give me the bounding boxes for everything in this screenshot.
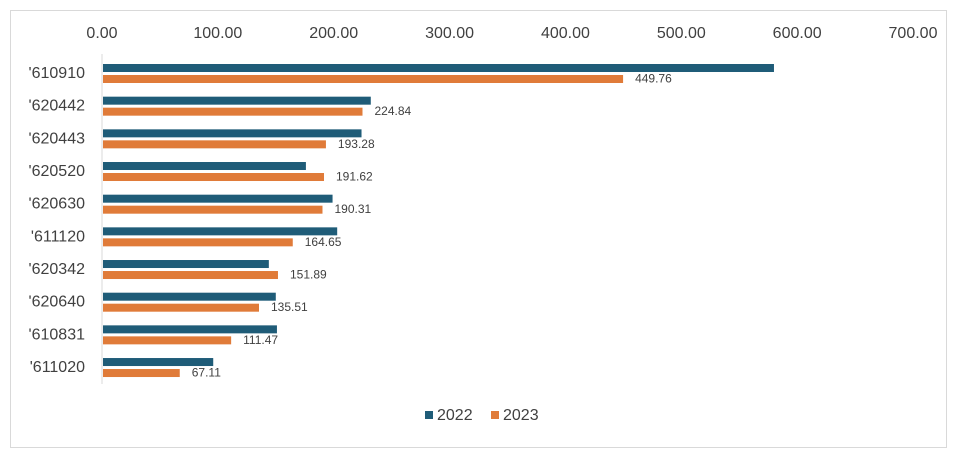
legend-swatch-2023 — [491, 411, 499, 419]
bar-series-2023 — [103, 140, 326, 149]
bar-series-2022 — [103, 227, 338, 236]
bar-series-2022 — [103, 96, 371, 105]
bar-series-2023 — [103, 75, 624, 83]
x-axis-ticks: 0.00 100.00 200.00 300.00 400.00 500.00 600.00… — [86, 25, 937, 42]
x-tick-label: 700.00 — [889, 25, 938, 42]
category-label: '620342 — [29, 261, 86, 278]
x-tick-label: 300.00 — [425, 25, 474, 42]
category-label: '620442 — [29, 98, 86, 115]
data-label: 67.11 — [192, 366, 221, 380]
bar-series-2022 — [103, 162, 306, 171]
data-label: 190.31 — [334, 202, 371, 216]
category-label: '610831 — [29, 326, 86, 343]
bar-series-2022 — [103, 292, 276, 301]
x-tick-label: 0.00 — [86, 25, 117, 42]
x-tick-label: 600.00 — [773, 25, 822, 42]
bar-series-2022 — [103, 64, 774, 72]
data-label: 151.89 — [290, 268, 327, 282]
category-label: '611020 — [30, 359, 85, 376]
data-label: 164.65 — [305, 235, 342, 249]
data-label: 449.76 — [635, 72, 672, 86]
bar-series-2022 — [103, 194, 333, 203]
x-tick-label: 100.00 — [193, 25, 242, 42]
data-label: 224.84 — [374, 104, 411, 118]
category-label: '610910 — [29, 65, 86, 82]
x-tick-label: 400.00 — [541, 25, 590, 42]
legend-swatch-2022 — [425, 411, 433, 419]
bar-series-2023 — [103, 107, 363, 116]
category-labels: '610910 '620442 '620443 '620520 '620630 '6111… — [29, 65, 86, 376]
data-label: 135.51 — [271, 300, 308, 314]
data-label: 191.62 — [336, 170, 373, 184]
bar-series-2022 — [103, 325, 277, 334]
x-tick-label: 200.00 — [309, 25, 358, 42]
bar-series-2022 — [103, 358, 214, 367]
category-label: '620443 — [29, 130, 86, 147]
data-labels: 449.76 224.84 193.28 191.62 190.31 164.65 151.… — [192, 72, 672, 380]
category-label: '611120 — [31, 228, 85, 245]
category-label: '620520 — [29, 163, 86, 180]
category-label: '620630 — [29, 196, 86, 213]
bar-series-2023 — [103, 336, 232, 345]
legend-label: 2023 — [503, 407, 539, 424]
bar-series-2023 — [103, 173, 325, 182]
bar-series-2022 — [103, 129, 362, 138]
data-label: 193.28 — [338, 137, 375, 151]
bar-series-2023 — [103, 303, 259, 312]
bar-series-2023 — [103, 271, 278, 280]
data-label: 111.47 — [243, 333, 278, 347]
bar-series-2023 — [103, 369, 180, 378]
legend: 2022 2023 — [425, 407, 539, 424]
bars — [103, 64, 774, 378]
category-label: '620640 — [29, 294, 86, 311]
x-tick-label: 500.00 — [657, 25, 706, 42]
bar-series-2022 — [103, 260, 269, 269]
bar-series-2023 — [103, 205, 323, 214]
bar-series-2023 — [103, 238, 293, 247]
legend-label: 2022 — [437, 407, 473, 424]
